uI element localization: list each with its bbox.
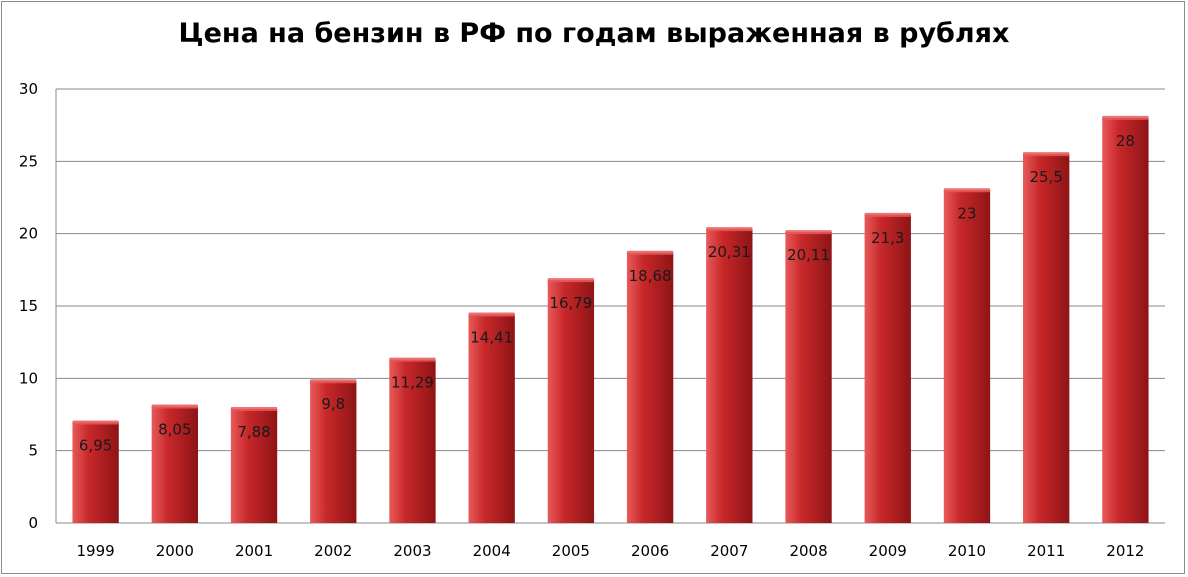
data-label: 25,5 (1029, 168, 1062, 186)
gridlines (56, 88, 1165, 452)
y-tick-label: 0 (28, 514, 38, 532)
bar-cap (230, 407, 278, 412)
bar (864, 214, 911, 524)
bar-cap (468, 312, 515, 317)
bar-cap (943, 188, 991, 193)
bar-cap (547, 278, 595, 283)
x-tick-label: 2006 (631, 542, 669, 560)
bar (468, 314, 515, 523)
data-label: 23 (957, 204, 976, 222)
x-tick-label: 2005 (552, 542, 590, 560)
chart-title: Цена на бензин в РФ по годам выраженная … (178, 18, 1010, 49)
x-tick-label: 2008 (789, 542, 827, 560)
bar (151, 406, 198, 523)
data-label: 14,41 (470, 329, 513, 347)
bar-cap (389, 357, 436, 362)
data-label: 20,31 (708, 243, 751, 261)
bar (389, 359, 436, 523)
bar-cap (1102, 115, 1149, 120)
bar (1102, 117, 1149, 523)
x-tick-label: 2001 (235, 542, 273, 560)
bar (943, 190, 991, 523)
data-label: 8,05 (158, 421, 191, 439)
bar (706, 229, 753, 523)
bars (72, 115, 1149, 524)
labels: 0 5 10 15 20 25 30 6,95 1999 8,05 2000 7,88 2001 9,8 2… (19, 80, 1145, 560)
data-label: 28 (1116, 132, 1135, 150)
bar (72, 422, 119, 523)
y-tick-label: 25 (19, 152, 38, 170)
x-tick-label: 2007 (710, 542, 748, 560)
x-tick-label: 2004 (473, 542, 511, 560)
bar (626, 252, 674, 523)
bar-cap (72, 420, 119, 425)
x-tick-label: 2009 (869, 542, 907, 560)
x-tick-label: 2012 (1106, 542, 1144, 560)
x-tick-label: 2010 (948, 542, 986, 560)
bar-cap (151, 404, 198, 409)
data-label: 7,88 (237, 423, 270, 441)
bar-cap (785, 230, 832, 235)
data-label: 20,11 (787, 246, 830, 264)
bar (1023, 154, 1070, 523)
bar-cap (310, 379, 357, 384)
data-label: 9,8 (321, 395, 345, 413)
data-label: 21,3 (871, 229, 904, 247)
bar (547, 280, 595, 523)
data-label: 6,95 (79, 436, 112, 454)
x-tick-label: 2011 (1027, 542, 1065, 560)
y-tick-label: 10 (19, 369, 38, 387)
x-tick-label: 2003 (393, 542, 431, 560)
bar (310, 381, 357, 523)
bar-cap (1023, 152, 1070, 157)
y-tick-label: 30 (19, 80, 38, 98)
bar-cap (864, 212, 911, 217)
bar-cap (706, 227, 753, 232)
data-label: 18,68 (629, 267, 672, 285)
x-tick-label: 1999 (77, 542, 115, 560)
y-tick-label: 15 (19, 297, 38, 315)
y-tick-label: 5 (28, 442, 38, 460)
y-tick-label: 20 (19, 225, 38, 243)
x-tick-label: 2002 (314, 542, 352, 560)
bar (785, 232, 832, 524)
bar (230, 409, 278, 523)
data-label: 16,79 (549, 294, 592, 312)
bar-cap (626, 250, 674, 255)
x-tick-label: 2000 (156, 542, 194, 560)
data-label: 11,29 (391, 374, 434, 392)
